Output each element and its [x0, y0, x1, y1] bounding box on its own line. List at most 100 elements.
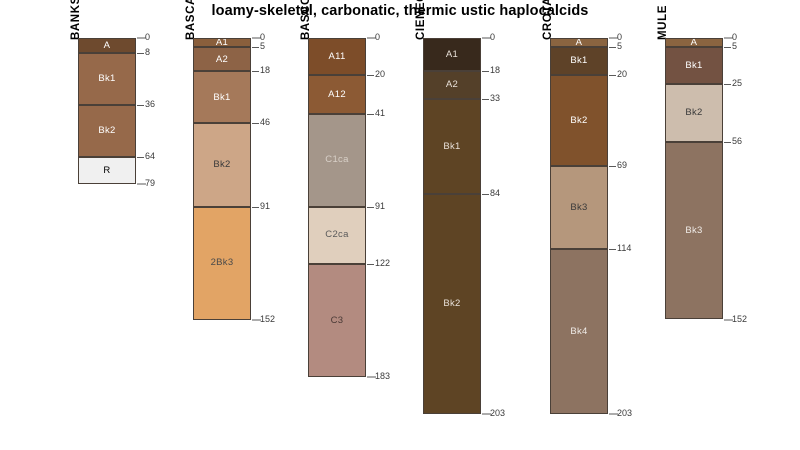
horizon-block: C3 [308, 263, 366, 377]
depth-label: 0 [145, 32, 151, 42]
depth-tick [609, 249, 616, 250]
depth-tick [724, 84, 731, 85]
horizon-block: Bk2 [423, 193, 481, 414]
horizon-block: Bk3 [550, 165, 608, 250]
depth-tick [367, 264, 374, 265]
horizon-label: Bk1 [685, 60, 703, 72]
horizon-block: A2 [423, 71, 481, 100]
horizon-block: C2ca [308, 206, 366, 264]
depth-label: 33 [490, 93, 501, 103]
depth-leader-line [724, 37, 733, 39]
horizon-block: Bk1 [550, 47, 608, 76]
depth-label: 8 [145, 47, 151, 57]
depth-label: 20 [375, 69, 386, 79]
horizon-label: A [103, 39, 111, 51]
horizon-label: A [575, 38, 583, 48]
horizon-label: Bk2 [443, 298, 461, 309]
horizon-label: Bk2 [570, 114, 588, 126]
profile-name-label: MULE [657, 5, 669, 40]
horizon-label: R [103, 164, 111, 176]
horizon-label: Bk4 [570, 325, 588, 337]
depth-label: 64 [145, 151, 156, 161]
depth-label: 91 [260, 201, 271, 211]
profile-name-label: CIENEGA [415, 0, 427, 40]
horizon-block: R [78, 156, 136, 185]
depth-tick [609, 166, 616, 167]
horizon-label: A1 [215, 38, 229, 48]
horizon-label: C3 [330, 314, 344, 326]
horizon-label: A1 [445, 48, 459, 60]
horizon-label: A2 [215, 53, 229, 65]
horizon-block: A2 [193, 47, 251, 72]
horizon-block: C1ca [308, 113, 366, 207]
horizon-block: A11 [308, 38, 366, 76]
depth-label: 152 [260, 314, 276, 324]
horizon-label: Bk1 [213, 91, 231, 103]
horizon-label: A [690, 38, 698, 48]
horizon-block: A [78, 38, 136, 53]
depth-label: 84 [490, 188, 501, 198]
depth-leader-line [609, 413, 618, 415]
depth-label: 56 [732, 136, 743, 146]
horizon-label: Bk1 [570, 55, 588, 67]
horizon-label: A2 [445, 79, 459, 91]
depth-tick [724, 142, 731, 143]
depth-label: 18 [490, 65, 501, 75]
horizon-block: A1 [423, 38, 481, 72]
horizon-label: C2ca [325, 229, 349, 241]
horizon-block: Bk2 [550, 75, 608, 166]
depth-label: 91 [375, 201, 386, 211]
depth-tick [137, 53, 144, 54]
horizon-label: Bk2 [685, 107, 703, 119]
horizon-block: Bk3 [665, 141, 723, 320]
depth-tick [137, 105, 144, 106]
horizon-block: Bk4 [550, 249, 608, 414]
horizon-label: C1ca [325, 154, 349, 166]
depth-leader-line [367, 376, 376, 378]
profile-name-label: CROTALUS [542, 0, 554, 40]
horizon-block: Bk1 [78, 52, 136, 105]
depth-label: 5 [617, 41, 623, 51]
page-title: loamy-skeletal, carbonatic, thermic usti… [211, 3, 589, 19]
depth-tick [609, 47, 616, 48]
horizon-block: Bk1 [665, 47, 723, 85]
horizon-block: Bk2 [665, 84, 723, 142]
depth-tick [367, 114, 374, 115]
depth-label: 0 [375, 32, 381, 42]
depth-tick [482, 71, 489, 72]
depth-label: 36 [145, 99, 156, 109]
horizon-label: Bk3 [570, 201, 588, 213]
profile-name-label: BASCOM [300, 0, 312, 40]
depth-label: 152 [732, 314, 748, 324]
depth-label: 203 [490, 408, 506, 418]
depth-tick [252, 47, 259, 48]
depth-tick [482, 194, 489, 195]
horizon-label: Bk3 [685, 224, 703, 236]
depth-label: 203 [617, 408, 633, 418]
horizon-block: Bk1 [193, 71, 251, 124]
depth-label: 0 [490, 32, 496, 42]
depth-tick [137, 157, 144, 158]
depth-leader-line [137, 37, 146, 39]
depth-label: 46 [260, 117, 271, 127]
depth-tick [252, 123, 259, 124]
horizon-label: Bk1 [443, 140, 461, 152]
depth-label: 5 [260, 41, 266, 51]
depth-tick [367, 207, 374, 208]
horizon-label: 2Bk3 [210, 257, 234, 269]
horizon-label: A12 [328, 88, 346, 100]
depth-leader-line [252, 37, 261, 39]
depth-label: 114 [617, 243, 632, 253]
depth-leader-line [482, 413, 491, 415]
depth-label: 0 [260, 32, 266, 42]
depth-label: 0 [732, 32, 738, 42]
depth-label: 122 [375, 258, 391, 268]
horizon-block: A [665, 38, 723, 48]
depth-leader-line [724, 319, 733, 320]
horizon-block: 2Bk3 [193, 206, 251, 320]
horizon-label: Bk2 [98, 124, 116, 136]
profile-name-label: BANKSTON [70, 0, 82, 40]
horizon-block: A1 [193, 38, 251, 48]
horizon-block: Bk2 [78, 104, 136, 157]
